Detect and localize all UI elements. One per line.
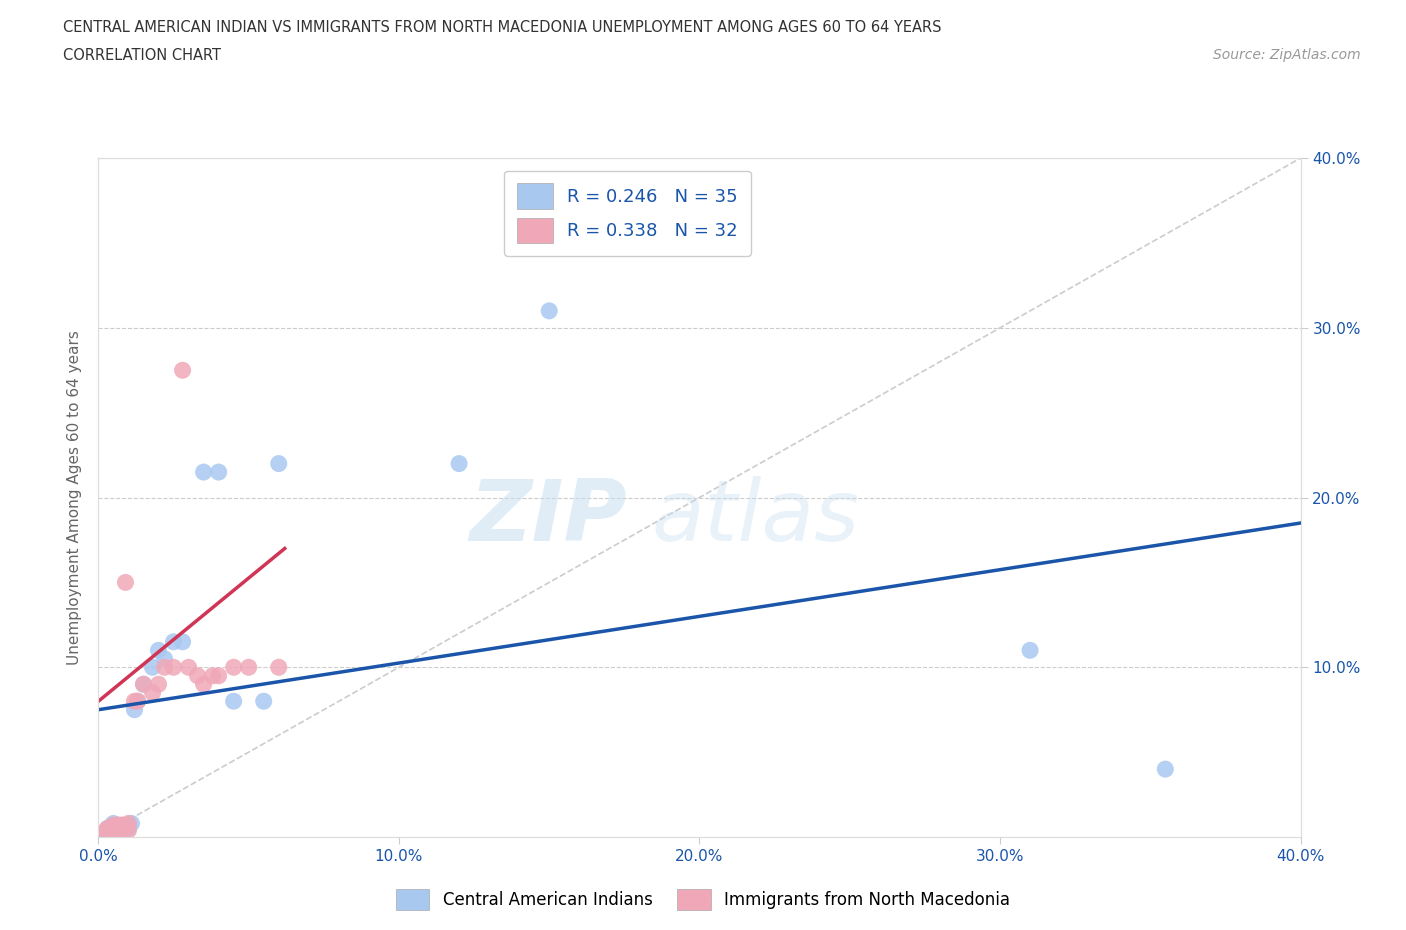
- Point: [538, 303, 561, 318]
- Point: [105, 819, 128, 834]
- Y-axis label: Unemployment Among Ages 60 to 64 years: Unemployment Among Ages 60 to 64 years: [67, 330, 83, 665]
- Point: [103, 821, 125, 836]
- Point: [100, 821, 122, 836]
- Point: [153, 651, 176, 666]
- Point: [1019, 643, 1042, 658]
- Point: [111, 817, 134, 832]
- Point: [124, 694, 146, 709]
- Point: [124, 702, 146, 717]
- Point: [103, 823, 125, 838]
- Point: [132, 677, 155, 692]
- Point: [100, 819, 122, 834]
- Point: [193, 465, 215, 480]
- Point: [114, 575, 136, 590]
- Legend: R = 0.246   N = 35, R = 0.338   N = 32: R = 0.246 N = 35, R = 0.338 N = 32: [505, 170, 751, 256]
- Point: [238, 660, 260, 675]
- Text: CORRELATION CHART: CORRELATION CHART: [63, 48, 221, 63]
- Point: [105, 817, 128, 832]
- Point: [103, 825, 125, 840]
- Point: [222, 660, 245, 675]
- Point: [96, 821, 118, 836]
- Point: [93, 825, 115, 840]
- Point: [162, 634, 184, 649]
- Point: [121, 816, 143, 830]
- Point: [172, 363, 194, 378]
- Point: [132, 677, 155, 692]
- Point: [96, 825, 118, 840]
- Point: [117, 817, 139, 832]
- Point: [153, 660, 176, 675]
- Point: [108, 817, 131, 832]
- Point: [100, 825, 122, 840]
- Text: CENTRAL AMERICAN INDIAN VS IMMIGRANTS FROM NORTH MACEDONIA UNEMPLOYMENT AMONG AG: CENTRAL AMERICAN INDIAN VS IMMIGRANTS FR…: [63, 20, 942, 35]
- Point: [208, 669, 231, 684]
- Point: [127, 694, 149, 709]
- Point: [103, 817, 125, 832]
- Point: [93, 826, 115, 841]
- Point: [117, 816, 139, 830]
- Point: [141, 685, 163, 700]
- Point: [201, 669, 224, 684]
- Point: [114, 821, 136, 836]
- Point: [177, 660, 200, 675]
- Point: [96, 825, 118, 840]
- Point: [267, 457, 290, 472]
- Point: [111, 823, 134, 838]
- Point: [117, 821, 139, 836]
- Point: [108, 825, 131, 840]
- Point: [222, 694, 245, 709]
- Point: [108, 821, 131, 836]
- Point: [108, 825, 131, 840]
- Point: [1154, 762, 1177, 777]
- Point: [187, 669, 209, 684]
- Legend: Central American Indians, Immigrants from North Macedonia: Central American Indians, Immigrants fro…: [389, 883, 1017, 917]
- Point: [172, 634, 194, 649]
- Point: [162, 660, 184, 675]
- Point: [208, 465, 231, 480]
- Point: [148, 677, 170, 692]
- Point: [105, 825, 128, 840]
- Point: [193, 677, 215, 692]
- Point: [267, 660, 290, 675]
- Point: [141, 660, 163, 675]
- Point: [253, 694, 276, 709]
- Point: [111, 823, 134, 838]
- Point: [148, 643, 170, 658]
- Text: Source: ZipAtlas.com: Source: ZipAtlas.com: [1213, 48, 1361, 62]
- Point: [127, 694, 149, 709]
- Point: [96, 821, 118, 836]
- Point: [117, 823, 139, 838]
- Point: [111, 819, 134, 834]
- Point: [447, 457, 470, 472]
- Point: [100, 825, 122, 840]
- Text: atlas: atlas: [651, 476, 859, 560]
- Text: ZIP: ZIP: [470, 476, 627, 560]
- Point: [105, 823, 128, 838]
- Point: [103, 816, 125, 830]
